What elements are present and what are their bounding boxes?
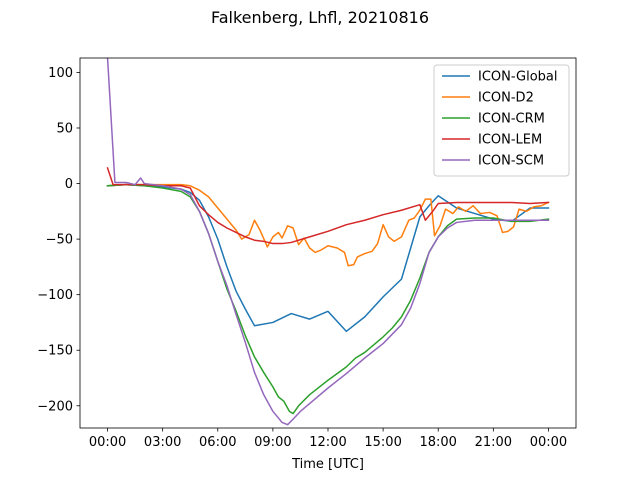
series-line-icon-global: [106, 183, 550, 333]
y-tick-label: 100: [48, 66, 73, 81]
x-tick-label: 06:00: [199, 435, 236, 450]
series-group: [106, 58, 550, 426]
x-axis-label: Time [UTC]: [291, 457, 364, 472]
axes-group: 00:00 03:00 06:00 09:00 12:00 15:00 18:00 21:00…: [37, 57, 577, 450]
legend-label: ICON-CRM: [478, 112, 545, 127]
legend-label: ICON-Global: [478, 70, 558, 85]
series-line-icon-scm: [106, 58, 550, 426]
y-tick-label: −150: [37, 344, 73, 359]
series-line-icon-crm: [106, 183, 550, 415]
x-tick-label: 21:00: [475, 435, 512, 450]
y-tick-label: 50: [56, 122, 73, 137]
x-tick-label: 15:00: [364, 435, 401, 450]
legend-frame: [433, 64, 570, 177]
series-line-icon-d2: [106, 183, 550, 267]
legend-label: ICON-D2: [478, 91, 534, 106]
x-tick-label: 00:00: [89, 435, 126, 450]
series-line-icon-lem: [106, 167, 550, 245]
x-tick-label: 03:00: [144, 435, 181, 450]
legend-label: ICON-SCM: [478, 154, 544, 169]
x-tick-label: 09:00: [254, 435, 291, 450]
x-tick-label: 00:00: [530, 435, 567, 450]
y-tick-label: −200: [37, 399, 73, 414]
y-tick-label: −100: [37, 288, 73, 303]
y-tick-label: 0: [65, 177, 73, 192]
legend: ICON-Global ICON-D2 ICON-CRM ICON-LEM ICON-S…: [433, 64, 570, 177]
chart-title: Falkenberg, Lhfl, 20210816: [211, 8, 429, 27]
x-tick-label: 12:00: [309, 435, 346, 450]
x-tick-label: 18:00: [419, 435, 456, 450]
legend-label: ICON-LEM: [478, 133, 542, 148]
y-tick-label: −50: [46, 233, 73, 248]
